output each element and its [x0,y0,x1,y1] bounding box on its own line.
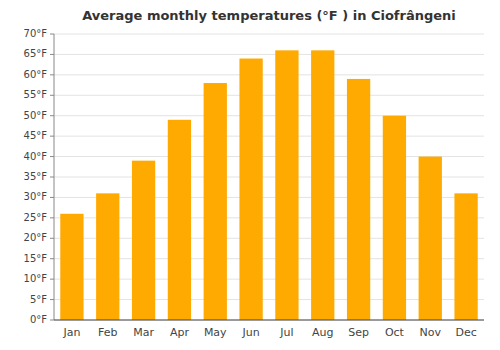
x-tick-label: Aug [312,326,333,339]
y-tick-label: 5°F [30,294,47,305]
y-tick-label: 35°F [24,171,48,182]
y-tick [50,299,54,300]
chart-holder: 0°F 5°F 10°F 15°F 20°F 25°F 30°F 35°F 40°F 45°F 50… [0,0,500,350]
grid-line [54,74,484,75]
y-tick-label: 45°F [24,130,48,141]
bars [60,50,477,320]
y-tick [50,258,54,259]
y-tick-label: 15°F [24,253,48,264]
grid-line [54,54,484,55]
x-tick-label: Apr [170,326,190,339]
x-tick-label: Oct [385,326,405,339]
y-tick-label: 40°F [24,151,48,162]
y-tick [50,34,54,35]
y-axis-line [54,34,55,320]
bar [419,157,442,320]
bar [239,59,262,320]
x-tick-label: Jan [62,326,80,339]
y-tick-label: 0°F [30,314,47,325]
y-tick-label: 25°F [24,212,48,223]
grid-line [54,34,484,35]
y-tick-label: 20°F [24,232,48,243]
y-tick-label: 70°F [24,28,48,39]
bar [454,193,477,320]
bar [204,83,227,320]
y-tick [50,238,54,239]
x-axis: Jan Feb Mar Apr May Jun Jul Aug Sep Oct Nov Dec [54,320,484,339]
y-tick-label: 60°F [24,69,48,80]
x-tick-label: Dec [455,326,476,339]
grid-line [54,95,484,96]
bar [275,50,298,320]
y-tick [50,177,54,178]
y-axis: 0°F 5°F 10°F 15°F 20°F 25°F 30°F 35°F 40°F 45°F 50… [24,28,54,325]
y-tick [50,217,54,218]
y-tick [50,279,54,280]
y-tick-label: 55°F [24,89,48,100]
grid-line [54,115,484,116]
x-axis-line [54,320,484,321]
grid [54,34,484,320]
y-tick-label: 10°F [24,273,48,284]
bar [132,161,155,320]
y-tick [50,156,54,157]
y-tick [50,95,54,96]
x-tick-label: Mar [133,326,154,339]
y-tick [50,197,54,198]
y-tick [50,320,54,321]
grid-line [54,136,484,137]
y-tick-label: 50°F [24,110,48,121]
y-tick-label: 30°F [24,191,48,202]
bar [383,116,406,320]
x-tick-label: Jun [241,326,259,339]
bar [311,50,334,320]
grid-line [54,320,484,321]
y-tick [50,136,54,137]
x-tick-label: Sep [348,326,369,339]
bar [96,193,119,320]
chart: 0°F 5°F 10°F 15°F 20°F 25°F 30°F 35°F 40°F 45°F 50… [0,0,500,350]
y-tick [50,115,54,116]
bar [347,79,370,320]
y-tick-label: 65°F [24,48,48,59]
x-tick-label: Jul [279,326,293,339]
bar [60,214,83,320]
x-tick-label: Nov [420,326,442,339]
x-tick-label: May [204,326,227,339]
title: Average monthly temperatures (°F ) in Ci… [82,8,456,23]
bar [168,120,191,320]
y-tick [50,74,54,75]
x-tick-label: Feb [98,326,117,339]
y-tick [50,54,54,55]
